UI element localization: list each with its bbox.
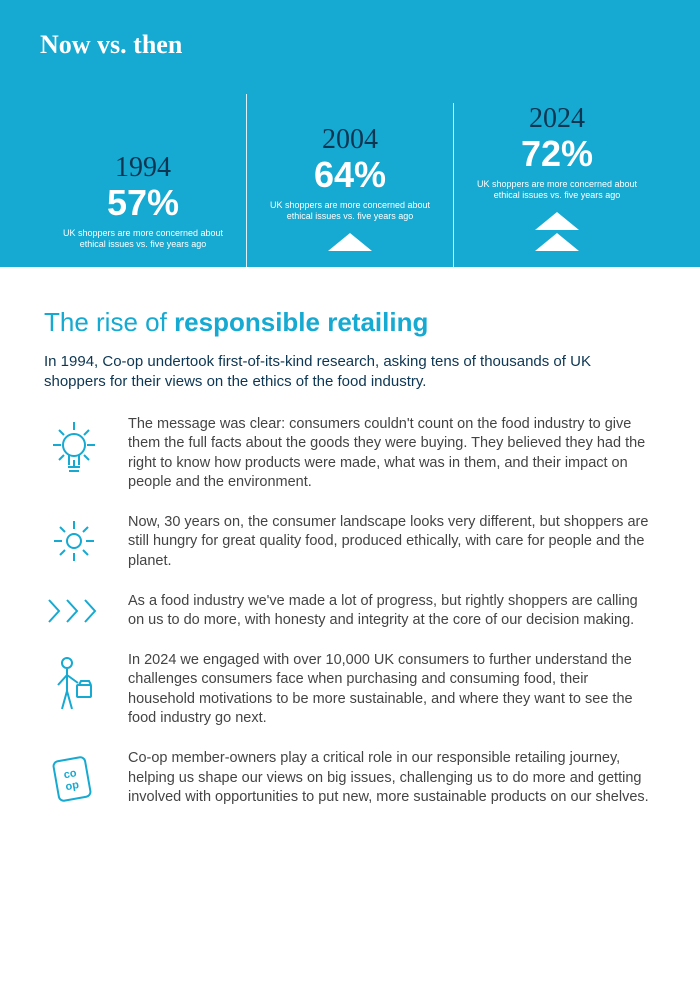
triangle-indicator [460, 212, 654, 251]
info-item: Now, 30 years on, the consumer landscape… [44, 513, 656, 572]
stat-desc: UK shoppers are more concerned about eth… [58, 228, 228, 251]
info-item: In 2024 we engaged with over 10,000 UK c… [44, 651, 656, 729]
item-text: Co-op member-owners play a critical role… [128, 749, 656, 808]
stat-2024: 2024 72% UK shoppers are more concerned … [453, 103, 660, 267]
coop-icon: co op [44, 749, 104, 807]
sun-icon [44, 513, 104, 565]
triangle-icon [535, 212, 579, 230]
person-icon [44, 651, 104, 713]
stat-pct: 57% [46, 184, 240, 222]
heading-light: The rise of [44, 307, 174, 337]
lightbulb-icon [44, 415, 104, 479]
stat-year: 1994 [46, 152, 240, 184]
content-section: The rise of responsible retailing In 199… [0, 277, 700, 864]
info-item: co op Co-op member-owners play a critica… [44, 749, 656, 808]
triangle-icon [535, 233, 579, 251]
stat-year: 2004 [253, 124, 447, 156]
section-heading: The rise of responsible retailing [44, 307, 656, 338]
info-item: As a food industry we've made a lot of p… [44, 592, 656, 631]
item-text: In 2024 we engaged with over 10,000 UK c… [128, 651, 656, 729]
stat-pct: 64% [253, 156, 447, 194]
heading-bold: responsible retailing [174, 307, 428, 337]
item-text: As a food industry we've made a lot of p… [128, 592, 656, 631]
stat-desc: UK shoppers are more concerned about eth… [265, 200, 435, 223]
item-text: The message was clear: consumers couldn'… [128, 415, 656, 493]
stat-year: 2024 [460, 103, 654, 135]
stats-row: 1994 57% UK shoppers are more concerned … [0, 74, 700, 277]
arrows-icon [44, 592, 104, 626]
item-text: Now, 30 years on, the consumer landscape… [128, 513, 656, 572]
stat-2004: 2004 64% UK shoppers are more concerned … [246, 94, 453, 267]
info-item: The message was clear: consumers couldn'… [44, 415, 656, 493]
hero-panel: Now vs. then 1994 57% UK shoppers are mo… [0, 0, 700, 277]
hero-title: Now vs. then [40, 30, 660, 60]
stat-pct: 72% [460, 135, 654, 173]
triangle-indicator [253, 233, 447, 251]
svg-text:op: op [65, 779, 81, 793]
stat-desc: UK shoppers are more concerned about eth… [472, 179, 642, 202]
intro-text: In 1994, Co-op undertook first-of-its-ki… [44, 352, 656, 393]
stat-1994: 1994 57% UK shoppers are more concerned … [40, 74, 246, 267]
triangle-icon [328, 233, 372, 251]
